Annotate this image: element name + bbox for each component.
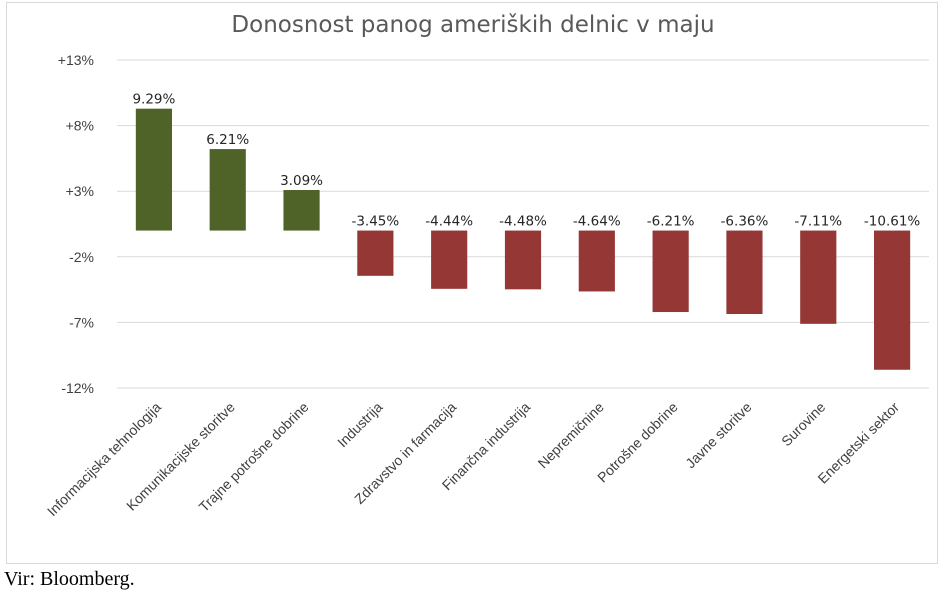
- x-tick-label: Javne storitve: [682, 399, 755, 472]
- y-tick-label: -12%: [61, 380, 94, 396]
- y-tick-label: +13%: [58, 52, 94, 68]
- y-tick-label: -7%: [69, 314, 94, 330]
- bar: [135, 108, 172, 231]
- data-label: -3.45%: [351, 214, 399, 230]
- data-label: -6.36%: [721, 214, 769, 230]
- bar: [504, 230, 542, 290]
- data-label: -4.48%: [499, 214, 547, 230]
- x-tick-label: Nepremičnine: [535, 399, 608, 472]
- x-tick-label: Energetski sektor: [814, 399, 902, 487]
- data-label: -7.11%: [794, 214, 842, 230]
- data-label: 3.09%: [280, 173, 323, 189]
- source-note: Vir: Bloomberg.: [4, 568, 135, 590]
- x-tick-label: Surovine: [778, 399, 829, 450]
- y-tick-label: +3%: [66, 183, 94, 199]
- chart-title: Donosnost panog ameriških delnic v maju: [231, 12, 714, 38]
- bar: [800, 230, 837, 324]
- data-label: -6.21%: [647, 214, 695, 230]
- bar: [874, 230, 911, 370]
- x-tick-label: Potrošne dobrine: [594, 399, 681, 486]
- data-label: -10.61%: [864, 214, 921, 230]
- bar: [283, 190, 320, 231]
- bar: [578, 230, 615, 292]
- data-label: 9.29%: [132, 92, 175, 108]
- data-labels: 9.29% 6.21% 3.09% -3.45% -4.44% -4.48% -4.64% -…: [132, 92, 920, 230]
- bar: [431, 230, 468, 289]
- x-tick-label: Industrija: [334, 399, 386, 451]
- bar: [357, 230, 394, 276]
- bar: [726, 230, 763, 315]
- x-axis: Informacijska tehnologijaKomunikacijske …: [44, 399, 903, 520]
- data-label: -4.64%: [573, 214, 621, 230]
- bar: [652, 230, 689, 313]
- data-label: -4.44%: [425, 214, 473, 230]
- y-tick-label: -2%: [69, 249, 94, 265]
- chart-frame: Donosnost panog ameriških delnic v maju …: [6, 2, 938, 564]
- bars: [135, 108, 911, 370]
- y-tick-label: +8%: [66, 118, 94, 134]
- gridlines: [117, 59, 929, 389]
- bar: [209, 149, 246, 231]
- data-label: 6.21%: [206, 132, 249, 148]
- y-axis: +13% +8% +3% -2% -7% -12%: [58, 52, 94, 396]
- bar-chart: Donosnost panog ameriških delnic v maju …: [44, 12, 929, 520]
